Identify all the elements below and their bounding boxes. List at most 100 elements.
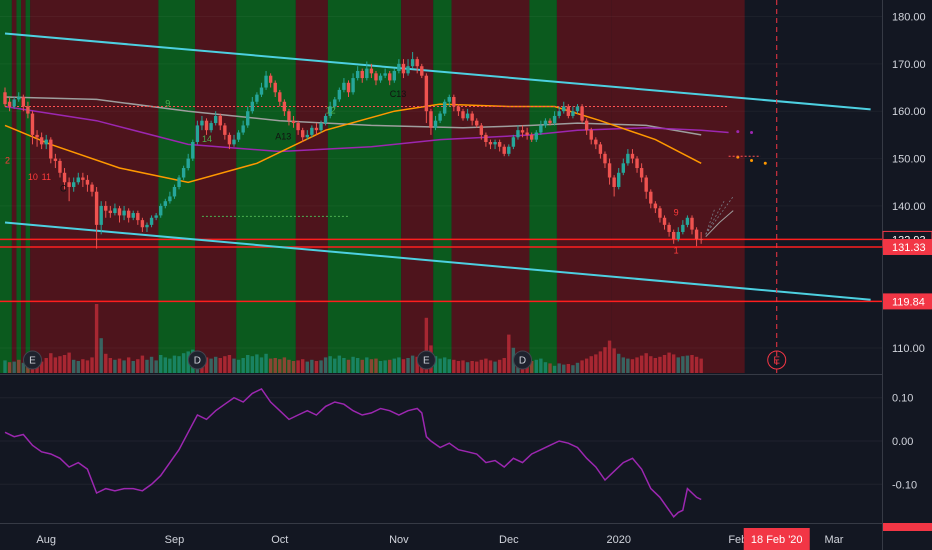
volume-bar (255, 354, 259, 373)
volume-bar (388, 359, 392, 373)
volume-bar (685, 355, 690, 373)
price-pane[interactable]: 2 10 11 C 9 14 A13 12 C13 9 1 E D E D E (0, 0, 882, 373)
candle-body (131, 213, 135, 218)
candle-body (442, 101, 447, 114)
volume-bar (337, 355, 342, 373)
event-marker-circle (22, 350, 42, 370)
volume-bar (278, 359, 282, 373)
volume-bar (580, 360, 584, 373)
candle-body (479, 125, 484, 135)
volume-bar (589, 356, 593, 373)
event-marker-label: E (29, 356, 36, 367)
candle-body (213, 115, 218, 124)
sequence-label: 2 (5, 155, 10, 165)
moving-averages (4, 96, 767, 184)
candle-body (383, 73, 387, 76)
volume-bar (617, 353, 621, 373)
indicator-tick-label: 0.00 (892, 436, 913, 448)
price-tick-label: 170.00 (892, 59, 926, 71)
price-axis[interactable]: 180.00 170.00 160.00 150.00 140.00 110.00 (892, 12, 926, 356)
session-band (30, 0, 159, 373)
volume-bar (479, 359, 484, 373)
session-band (158, 0, 196, 373)
sequence-label: 10 (28, 172, 38, 182)
event-marker-label: E (773, 356, 780, 367)
candle-body (232, 139, 236, 145)
indicator-axis[interactable]: 0.10 0.00 -0.10 (883, 393, 932, 531)
time-tick-label: Mar (825, 534, 844, 546)
volume-bar (314, 361, 319, 373)
sequence-label: C13 (390, 89, 407, 99)
candle-body (694, 229, 699, 240)
forecast-path (705, 210, 734, 238)
candle-body (438, 113, 442, 121)
volume-bar (21, 362, 26, 373)
candle-body (58, 160, 62, 173)
volume-bar (497, 359, 502, 373)
candle-body (516, 130, 520, 138)
candle-body (94, 191, 99, 225)
candle-body (191, 141, 195, 159)
candlesticks (3, 52, 703, 249)
session-band (25, 0, 31, 373)
sequence-label: A13 (275, 132, 291, 142)
candle-body (76, 177, 80, 183)
volume-bar (649, 356, 653, 373)
volume-bar (282, 357, 287, 373)
volume-bar (58, 356, 62, 373)
candle-body (699, 239, 703, 241)
volume-bar (488, 360, 493, 373)
candle-body (7, 101, 12, 107)
candle-body (333, 99, 337, 107)
candle-body (671, 231, 676, 240)
candle-body (99, 205, 103, 225)
volume-bar (658, 356, 662, 373)
candle-body (681, 224, 685, 232)
volume-bar (676, 357, 680, 373)
candle-body (685, 217, 690, 225)
candle-body (72, 182, 76, 187)
candle-body (580, 106, 584, 121)
volume-bar (181, 353, 186, 373)
indicator-pane[interactable] (0, 388, 882, 518)
candle-body (497, 141, 502, 147)
session-band (611, 0, 745, 373)
price-label-box (883, 238, 932, 255)
candle-body (378, 75, 383, 81)
candle-body (346, 82, 351, 93)
session-band (327, 0, 402, 373)
candle-body (667, 224, 671, 232)
volume-bar (681, 356, 685, 373)
price-tick-label: 180.00 (892, 12, 926, 24)
time-axis[interactable]: Aug Sep Oct Nov Dec 2020 Feb Mar 18 Feb '20 (36, 528, 844, 550)
volume-bar (557, 363, 561, 373)
candle-body (168, 196, 172, 202)
indicator-grid (0, 397, 882, 485)
volume-bar (667, 352, 671, 373)
volume-bar (530, 361, 534, 373)
volume-bar (154, 360, 158, 373)
candle-body (388, 73, 392, 81)
trend-channel (4, 0, 871, 373)
volume-bar (484, 358, 488, 373)
candle-body (223, 125, 227, 135)
candle-body (236, 132, 241, 140)
sequence-label: 14 (202, 134, 212, 144)
volume-bar (461, 360, 465, 373)
candle-body (676, 231, 680, 240)
trend-channel-line (4, 32, 871, 111)
candle-body (612, 177, 616, 187)
candle-body (649, 191, 653, 204)
volume-bar (319, 360, 323, 373)
moving-average-line (4, 105, 729, 153)
candle-body (104, 205, 108, 211)
candle-body (154, 215, 158, 218)
volume-bar (630, 359, 635, 373)
candle-body (227, 134, 232, 145)
volume-bar (39, 361, 44, 373)
candle-body (598, 144, 603, 154)
candle-body (360, 70, 364, 79)
candle-body (429, 111, 433, 128)
time-tick-label: Nov (389, 534, 409, 546)
